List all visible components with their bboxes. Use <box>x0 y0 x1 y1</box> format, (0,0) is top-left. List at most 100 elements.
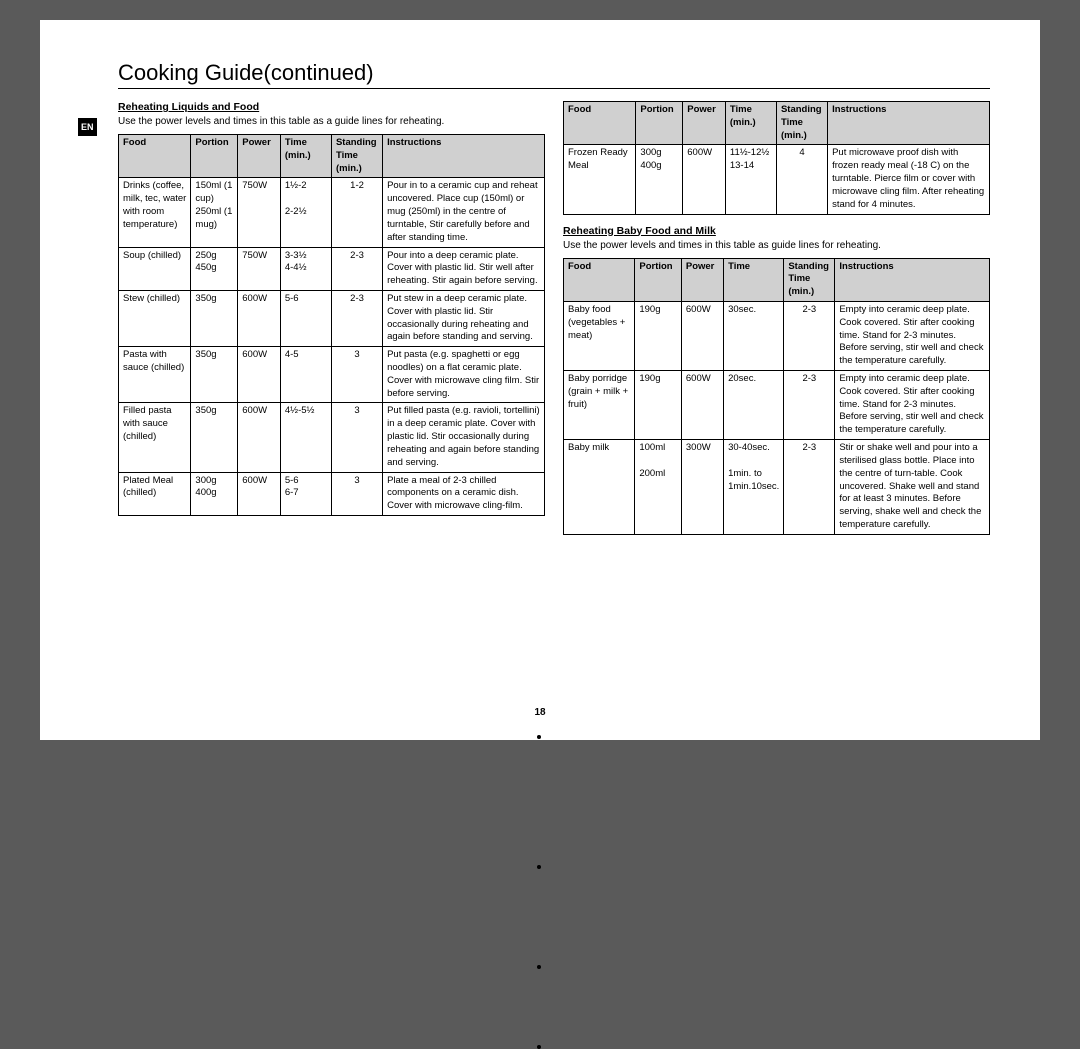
table-header-row: Food Portion Power Time (min.) Standing … <box>564 102 990 145</box>
table-reheating-liquids: Food Portion Power Time (min.) Standing … <box>118 134 545 516</box>
cell-instr: Put pasta (e.g. spaghetti or egg noodles… <box>383 347 545 403</box>
cell-instr: Put stew in a deep ceramic plate. Cover … <box>383 290 545 346</box>
cell-portion: 300g400g <box>191 472 238 515</box>
th-power: Power <box>683 102 726 145</box>
content-columns: Reheating Liquids and Food Use the power… <box>118 101 990 535</box>
cell-time: 3-3½4-4½ <box>280 247 331 290</box>
table-header-row: Food Portion Power Time (min.) Standing … <box>119 135 545 178</box>
cell-food: Soup (chilled) <box>119 247 191 290</box>
cell-instr: Empty into ceramic deep plate. Cook cove… <box>835 371 990 440</box>
cell-food: Baby food (vegetables + meat) <box>564 301 635 370</box>
th-power: Power <box>238 135 281 178</box>
cell-instr: Pour in to a ceramic cup and reheat unco… <box>383 178 545 247</box>
cell-power: 600W <box>238 347 281 403</box>
cell-stand: 2-3 <box>784 301 835 370</box>
th-time: Time <box>724 258 784 301</box>
th-instr: Instructions <box>835 258 990 301</box>
table1-body: Drinks (coffee, milk, tec, water with ro… <box>119 178 545 516</box>
table-frozen-meal: Food Portion Power Time (min.) Standing … <box>563 101 990 215</box>
cell-instr: Plate a meal of 2-3 chilled components o… <box>383 472 545 515</box>
cell-portion: 100ml200ml <box>635 440 682 535</box>
cell-power: 750W <box>238 178 281 247</box>
cell-time: 30-40sec.1min. to 1min.10sec. <box>724 440 784 535</box>
table2-body: Frozen Ready Meal300g400g600W11½-12½13-1… <box>564 145 990 214</box>
cell-food: Filled pasta with sauce (chilled) <box>119 403 191 472</box>
table-header-row: Food Portion Power Time Standing Time (m… <box>564 258 990 301</box>
cell-power: 600W <box>238 472 281 515</box>
cell-food: Drinks (coffee, milk, tec, water with ro… <box>119 178 191 247</box>
cell-portion: 350g <box>191 403 238 472</box>
th-instr: Instructions <box>828 102 990 145</box>
cell-time: 5-6 <box>280 290 331 346</box>
lang-badge: EN <box>78 118 97 136</box>
cell-instr: Put filled pasta (e.g. ravioli, tortelli… <box>383 403 545 472</box>
cell-stand: 1-2 <box>331 178 382 247</box>
cell-stand: 2-3 <box>331 290 382 346</box>
cell-food: Frozen Ready Meal <box>564 145 636 214</box>
section3-title: Reheating Baby Food and Milk <box>563 225 990 237</box>
th-portion: Portion <box>191 135 238 178</box>
cell-stand: 3 <box>331 347 382 403</box>
table-row: Baby food (vegetables + meat)190g600W30s… <box>564 301 990 370</box>
table3-body: Baby food (vegetables + meat)190g600W30s… <box>564 301 990 534</box>
table-row: Pasta with sauce (chilled)350g600W4-53Pu… <box>119 347 545 403</box>
table-baby-food: Food Portion Power Time Standing Time (m… <box>563 258 990 535</box>
cell-food: Stew (chilled) <box>119 290 191 346</box>
th-food: Food <box>119 135 191 178</box>
cell-portion: 300g400g <box>636 145 683 214</box>
table-row: Plated Meal (chilled)300g400g600W5-66-73… <box>119 472 545 515</box>
cell-instr: Stir or shake well and pour into a steri… <box>835 440 990 535</box>
cell-portion: 350g <box>191 347 238 403</box>
manual-page: EN Cooking Guide(continued) Reheating Li… <box>40 20 1040 740</box>
th-time: Time (min.) <box>280 135 331 178</box>
cell-time: 4-5 <box>280 347 331 403</box>
cell-time: 11½-12½13-14 <box>725 145 776 214</box>
cell-time: 1½-22-2½ <box>280 178 331 247</box>
table-row: Frozen Ready Meal300g400g600W11½-12½13-1… <box>564 145 990 214</box>
th-power: Power <box>681 258 723 301</box>
table-row: Drinks (coffee, milk, tec, water with ro… <box>119 178 545 247</box>
cell-food: Baby porridge (grain + milk + fruit) <box>564 371 635 440</box>
cell-time: 5-66-7 <box>280 472 331 515</box>
table-row: Soup (chilled)250g450g750W3-3½4-4½2-3Pou… <box>119 247 545 290</box>
cell-food: Baby milk <box>564 440 635 535</box>
cell-time: 4½-5½ <box>280 403 331 472</box>
cell-power: 600W <box>681 371 723 440</box>
section1-intro: Use the power levels and times in this t… <box>118 115 545 128</box>
cell-portion: 250g450g <box>191 247 238 290</box>
cell-stand: 3 <box>331 403 382 472</box>
section3-intro: Use the power levels and times in this t… <box>563 239 990 252</box>
th-stand: Standing Time (min.) <box>776 102 827 145</box>
cell-portion: 350g <box>191 290 238 346</box>
cell-power: 600W <box>238 403 281 472</box>
th-stand: Standing Time (min.) <box>784 258 835 301</box>
cell-stand: 3 <box>331 472 382 515</box>
cell-power: 600W <box>238 290 281 346</box>
th-food: Food <box>564 258 635 301</box>
table-row: Stew (chilled)350g600W5-62-3Put stew in … <box>119 290 545 346</box>
cell-stand: 2-3 <box>784 440 835 535</box>
section1-title: Reheating Liquids and Food <box>118 101 545 113</box>
cell-instr: Pour into a deep ceramic plate. Cover wi… <box>383 247 545 290</box>
cell-portion: 150ml (1 cup)250ml (1 mug) <box>191 178 238 247</box>
th-instr: Instructions <box>383 135 545 178</box>
cell-food: Plated Meal (chilled) <box>119 472 191 515</box>
right-column: Food Portion Power Time (min.) Standing … <box>563 101 990 535</box>
cell-time: 30sec. <box>724 301 784 370</box>
cell-power: 300W <box>681 440 723 535</box>
cell-instr: Empty into ceramic deep plate. Cook cove… <box>835 301 990 370</box>
cell-power: 600W <box>683 145 726 214</box>
th-time: Time (min.) <box>725 102 776 145</box>
table-row: Filled pasta with sauce (chilled)350g600… <box>119 403 545 472</box>
page-number: 18 <box>534 707 545 718</box>
table-row: Baby porridge (grain + milk + fruit)190g… <box>564 371 990 440</box>
th-portion: Portion <box>635 258 682 301</box>
cell-food: Pasta with sauce (chilled) <box>119 347 191 403</box>
th-food: Food <box>564 102 636 145</box>
cell-instr: Put microwave proof dish with frozen rea… <box>828 145 990 214</box>
th-stand: Standing Time (min.) <box>331 135 382 178</box>
left-column: Reheating Liquids and Food Use the power… <box>118 101 545 535</box>
page-title: Cooking Guide(continued) <box>118 60 990 89</box>
cell-stand: 4 <box>776 145 827 214</box>
cell-portion: 190g <box>635 371 682 440</box>
